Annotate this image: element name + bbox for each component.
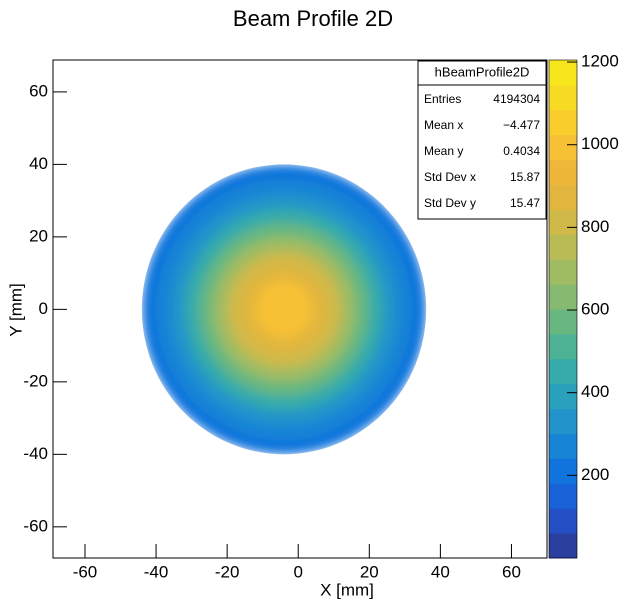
x-tick-label: 60 (502, 562, 521, 581)
color-band (549, 259, 577, 285)
color-band (549, 458, 577, 484)
y-tick-label: -60 (23, 516, 48, 535)
color-band (549, 60, 577, 86)
z-tick-label: 1200 (581, 52, 619, 71)
color-band (549, 333, 577, 360)
color-band (549, 309, 577, 335)
x-tick-label: -40 (144, 562, 169, 581)
color-band (549, 184, 577, 210)
stats-value: 0.4034 (503, 144, 540, 158)
heatmap (141, 164, 427, 455)
stats-value: 15.87 (510, 170, 540, 184)
y-tick-label: 20 (29, 226, 48, 245)
stats-label: Mean y (424, 144, 463, 158)
color-band (549, 134, 577, 161)
color-band (549, 109, 577, 136)
stats-label: Entries (424, 92, 461, 106)
color-band (549, 159, 577, 185)
color-band (549, 234, 577, 260)
chart-title: Beam Profile 2D (233, 6, 393, 31)
z-tick-label: 600 (581, 300, 609, 319)
stats-label: Mean x (424, 118, 463, 132)
rings (141, 164, 427, 455)
x-tick-label: 40 (431, 562, 450, 581)
stats-value: 4194304 (493, 92, 540, 106)
color-band (549, 209, 577, 235)
stats-label: Std Dev x (424, 170, 476, 184)
color-band (549, 483, 577, 509)
color-band (549, 508, 577, 534)
color-band (549, 84, 577, 111)
y-tick-label: -40 (23, 444, 48, 463)
ring (269, 294, 299, 324)
z-tick-label: 200 (581, 465, 609, 484)
y-tick-label: -20 (23, 371, 48, 390)
color-band (549, 284, 577, 310)
stats-value: 15.47 (510, 196, 540, 210)
x-tick-label: 0 (293, 562, 302, 581)
x-tick-label: -60 (73, 562, 98, 581)
color-band (549, 433, 577, 459)
x-tick-label: -20 (215, 562, 240, 581)
z-tick-label: 800 (581, 217, 609, 236)
z-tick-label: 400 (581, 382, 609, 401)
x-tick-label: 20 (360, 562, 379, 581)
stats-value: −4.477 (503, 118, 540, 132)
y-tick-label: 40 (29, 154, 48, 173)
color-band (549, 358, 577, 385)
y-tick-label: 0 (39, 299, 48, 318)
stats-title: hBeamProfile2D (435, 64, 530, 79)
color-band (549, 383, 577, 410)
color-band (549, 408, 577, 434)
x-axis-label: X [mm] (320, 580, 374, 599)
color-band (549, 533, 577, 559)
stats-box (417, 60, 547, 220)
z-tick-label: 1000 (581, 134, 619, 153)
color-bar-frame (548, 59, 578, 559)
y-tick-label: 60 (29, 81, 48, 100)
stats-label: Std Dev y (424, 196, 476, 210)
y-axis-label: Y [mm] (6, 283, 25, 337)
